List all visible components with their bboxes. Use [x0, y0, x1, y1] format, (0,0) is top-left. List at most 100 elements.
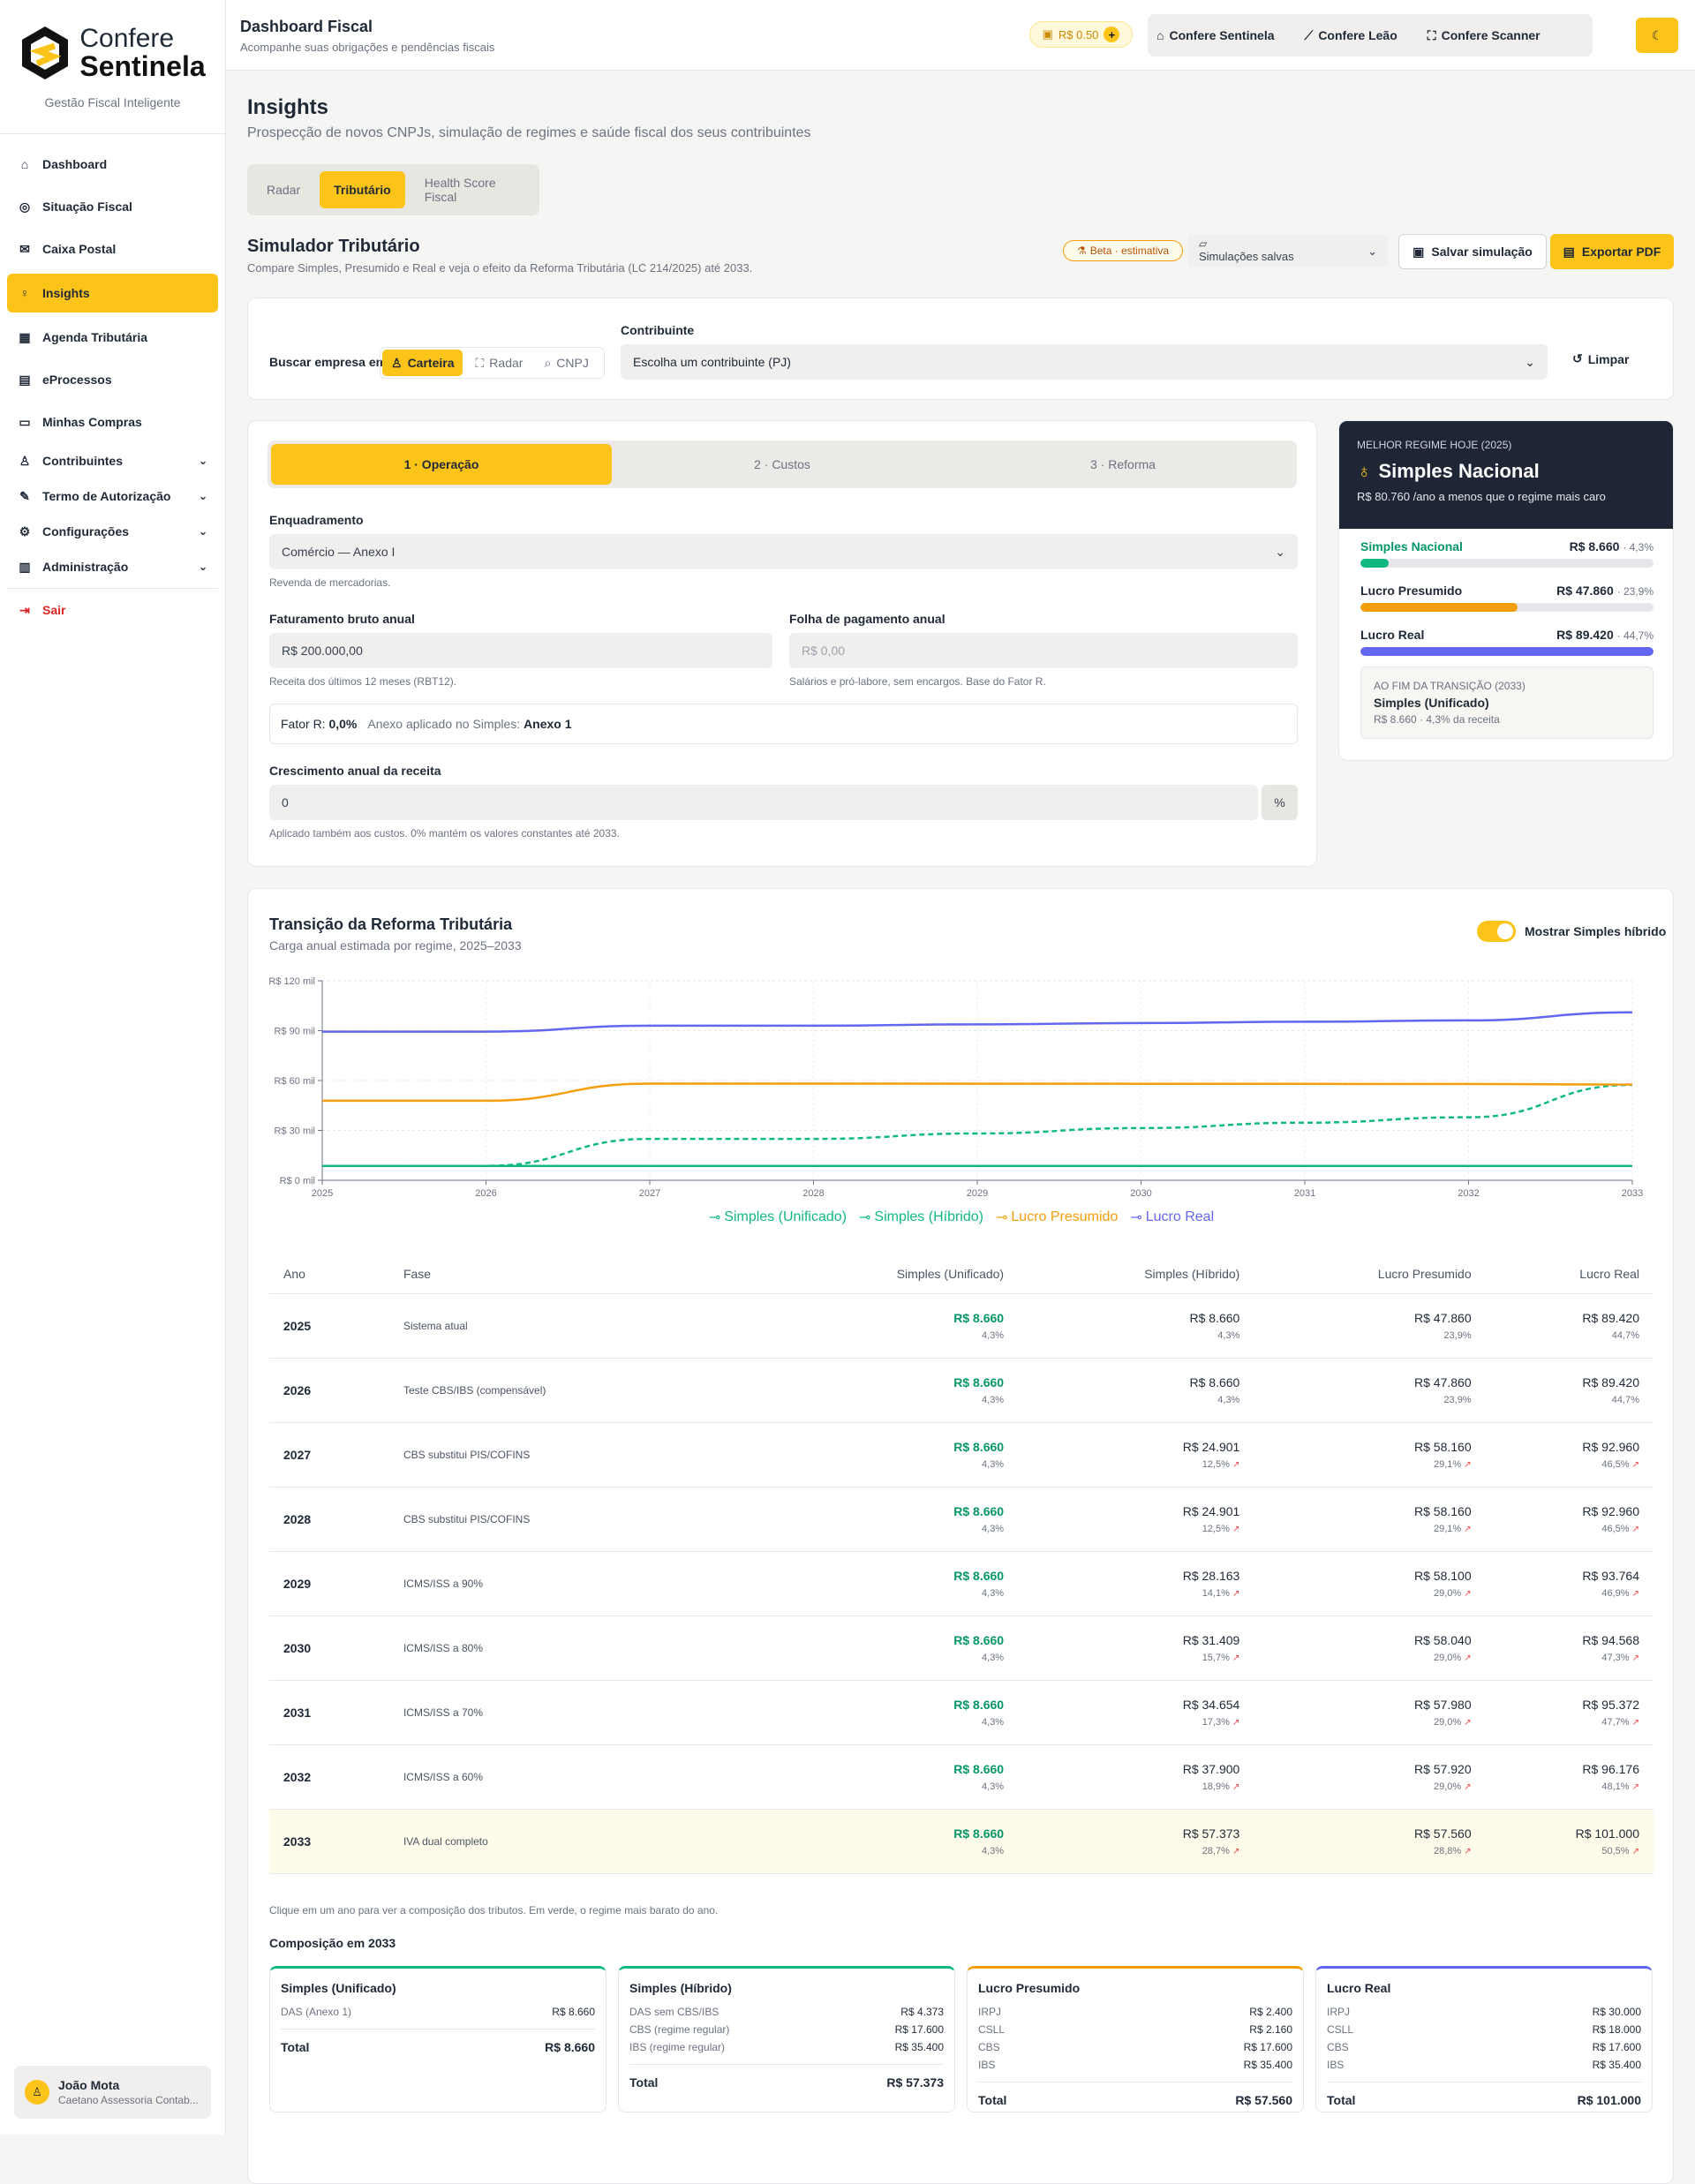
value-cell: R$ 8.660 4,3%	[757, 1358, 1019, 1423]
table-footnote: Clique em um ano para ver a composição d…	[269, 1904, 719, 1917]
export-pdf-button[interactable]: ▤ Exportar PDF	[1550, 234, 1674, 269]
tab-tributario[interactable]: Tributário	[320, 171, 405, 208]
sidebar-item-minhas-compras[interactable]: ▭ Minhas Compras	[7, 404, 218, 440]
cell-pct-value: 12,5%	[1202, 1458, 1230, 1470]
save-simulation-label: Salvar simulação	[1431, 245, 1533, 259]
legend-item[interactable]: ⊸ Simples (Híbrido)	[859, 1209, 983, 1226]
composition-title: Composição em 2033	[269, 1936, 396, 1950]
sidebar-item-caixa-postal[interactable]: ✉ Caixa Postal	[7, 231, 218, 267]
cell-pct: 12,5% ↗	[1018, 1523, 1240, 1534]
logout-button[interactable]: ⇥ Sair	[7, 596, 218, 624]
toggle-switch[interactable]	[1477, 921, 1516, 942]
item-value: R$ 17.600	[894, 2023, 944, 2036]
sidebar-item-label: Agenda Tributária	[42, 330, 148, 344]
cell-pct-value: 44,7%	[1611, 1329, 1639, 1341]
search-source-radar[interactable]: ⛶ Radar	[466, 350, 531, 376]
legend-marker-icon: ⊸	[708, 1210, 721, 1225]
line-chart: R$ 0 mil R$ 30 mil R$ 60 mil R$ 90 mil R$ 12…	[269, 976, 1643, 1199]
cell-pct-value: 44,7%	[1611, 1394, 1639, 1405]
composition-card-title: Lucro Real	[1327, 1981, 1391, 1995]
sidebar-item-insights[interactable]: ♀ Insights	[7, 274, 218, 313]
item-value: R$ 35.400	[1243, 2059, 1292, 2071]
cell-value: R$ 92.960	[1582, 1503, 1639, 1518]
contribuinte-select[interactable]: Escolha um contribuinte (PJ) ⌄	[621, 344, 1548, 380]
app-link-sentinela[interactable]: ⌂ Confere Sentinela	[1156, 28, 1275, 42]
year-cell: 2025	[269, 1293, 389, 1359]
table-row[interactable]: 2031 ICMS/ISS a 70% R$ 8.660 4,3% R$ 34.654 1…	[269, 1680, 1654, 1745]
sidebar-item-configuracoes[interactable]: ⚙ Configurações ⌄	[7, 517, 218, 546]
app-link-leao[interactable]: ⟋ Confere Leão	[1305, 28, 1397, 43]
step-reforma[interactable]: 3 · Reforma	[1090, 457, 1156, 471]
value-cell: R$ 24.901 12,5% ↗	[1018, 1422, 1254, 1487]
cell-pct: 47,3% ↗	[1486, 1653, 1639, 1663]
fator-r: Fator R: 0,0%	[281, 717, 357, 731]
gear-icon: ⚙	[19, 523, 31, 538]
tab-health-score[interactable]: Health Score Fiscal	[424, 176, 496, 204]
scan-icon: ⛶	[475, 355, 485, 370]
cell-value: R$ 34.654	[1182, 1697, 1240, 1712]
user-name: João Mota	[58, 2078, 120, 2092]
sidebar-item-eprocessos[interactable]: ▤ eProcessos	[7, 362, 218, 397]
faturamento-help: Receita dos últimos 12 meses (RBT12).	[269, 675, 457, 688]
folha-input[interactable]: R$ 0,00	[789, 633, 1298, 668]
sidebar-item-contribuintes[interactable]: ♙ Contribuintes ⌄	[7, 447, 218, 475]
add-credit-icon[interactable]: +	[1104, 26, 1120, 42]
credit-balance[interactable]: ▣ R$ 0.50 +	[1029, 21, 1133, 48]
table-row[interactable]: 2033 IVA dual completo R$ 8.660 4,3% R$ 57.3…	[269, 1809, 1654, 1874]
table-row[interactable]: 2028 CBS substitui PIS/COFINS R$ 8.660 4,3%…	[269, 1487, 1654, 1552]
cell-value: R$ 8.660	[953, 1310, 1005, 1325]
topbar: Dashboard Fiscal Acompanhe suas obrigaçõ…	[226, 0, 1695, 71]
search-source-carteira[interactable]: ♙ Carteira	[382, 350, 463, 376]
user-menu[interactable]: ♙ João Mota Caetano Assessoria Contab...	[14, 2066, 211, 2119]
search-source-cnpj[interactable]: ⌕ CNPJ	[535, 350, 597, 376]
composition-card: Simples (Unificado) DAS (Anexo 1) R$ 8.660…	[269, 1966, 606, 2112]
best-regime-header: MELHOR REGIME HOJE (2025) ♁ Simples Nacio…	[1339, 421, 1673, 529]
sidebar-item-situacao-fiscal[interactable]: ◎ Situação Fiscal	[7, 189, 218, 224]
cell-pct-value: 12,5%	[1202, 1523, 1230, 1534]
value-cell: R$ 89.420 44,7%	[1485, 1293, 1654, 1359]
x-tick-label: 2028	[802, 1188, 824, 1199]
page-title: Insights	[247, 95, 329, 119]
save-simulation-button[interactable]: ▣ Salvar simulação	[1398, 234, 1547, 269]
hybrid-toggle[interactable]: Mostrar Simples híbrido	[1477, 921, 1666, 942]
sidebar-item-dashboard[interactable]: ⌂ Dashboard	[7, 147, 218, 182]
legend-item[interactable]: ⊸ Lucro Real	[1130, 1209, 1214, 1226]
brand: Confere Sentinela Gestão Fiscal Intelige…	[0, 0, 225, 134]
value-cell: R$ 92.960 46,5% ↗	[1485, 1487, 1654, 1552]
trend-up-icon: ↗	[1464, 1717, 1472, 1728]
legend-marker-icon: ⊸	[995, 1210, 1008, 1225]
clear-button[interactable]: ↺ Limpar	[1572, 351, 1629, 366]
composition-item: CBS R$ 17.600	[1327, 2041, 1641, 2059]
faturamento-input[interactable]: R$ 200.000,00	[269, 633, 772, 668]
transition-table: Ano Fase Simples (Unificado) Simples (Híbri…	[269, 1254, 1654, 1874]
sidebar-item-termo-autorizacao[interactable]: ✎ Termo de Autorização ⌄	[7, 482, 218, 510]
crescimento-input[interactable]: 0	[269, 785, 1258, 820]
table-row[interactable]: 2027 CBS substitui PIS/COFINS R$ 8.660 4,3%…	[269, 1422, 1654, 1487]
theme-toggle-button[interactable]: ☾	[1636, 18, 1678, 53]
legend-label: Lucro Presumido	[1011, 1209, 1119, 1224]
composition-item: DAS (Anexo 1) R$ 8.660	[281, 2006, 595, 2023]
cell-pct-value: 4,3%	[982, 1523, 1005, 1534]
phase-cell: ICMS/ISS a 90%	[388, 1551, 757, 1616]
saved-simulations-select[interactable]: ▱ Simulações salvas ⌄	[1188, 234, 1388, 267]
step-operacao[interactable]: 1 · Operação	[271, 444, 612, 485]
tab-radar[interactable]: Radar	[267, 183, 301, 197]
legend-item[interactable]: ⊸ Simples (Unificado)	[709, 1209, 847, 1226]
sidebar-item-administracao[interactable]: ▥ Administração ⌄	[7, 553, 218, 581]
enquadramento-select[interactable]: Comércio — Anexo I ⌄	[269, 534, 1298, 569]
table-row[interactable]: 2029 ICMS/ISS a 90% R$ 8.660 4,3% R$ 28.163 1…	[269, 1551, 1654, 1616]
table-row[interactable]: 2030 ICMS/ISS a 80% R$ 8.660 4,3% R$ 31.409 1…	[269, 1615, 1654, 1681]
cell-pct: 4,3%	[757, 1717, 1004, 1728]
crescimento-help: Aplicado também aos custos. 0% mantém os…	[269, 827, 620, 840]
table-row[interactable]: 2026 Teste CBS/IBS (compensável) R$ 8.660 4…	[269, 1358, 1654, 1423]
step-custos[interactable]: 2 · Custos	[754, 457, 810, 471]
table-row[interactable]: 2032 ICMS/ISS a 60% R$ 8.660 4,3% R$ 37.900 1…	[269, 1744, 1654, 1810]
table-row[interactable]: 2025 Sistema atual R$ 8.660 4,3% R$ 8.660 4,3…	[269, 1293, 1654, 1359]
sidebar-item-agenda-tributaria[interactable]: ▦ Agenda Tributária	[7, 320, 218, 355]
app-link-scanner[interactable]: ⛶ Confere Scanner	[1428, 28, 1541, 43]
value-cell: R$ 24.901 12,5% ↗	[1018, 1487, 1254, 1552]
legend-item[interactable]: ⊸ Lucro Presumido	[996, 1209, 1118, 1226]
cell-pct: 29,0% ↗	[1254, 1781, 1472, 1792]
cell-pct: 4,3%	[757, 1846, 1004, 1856]
app-link-label: Confere Scanner	[1441, 28, 1541, 42]
